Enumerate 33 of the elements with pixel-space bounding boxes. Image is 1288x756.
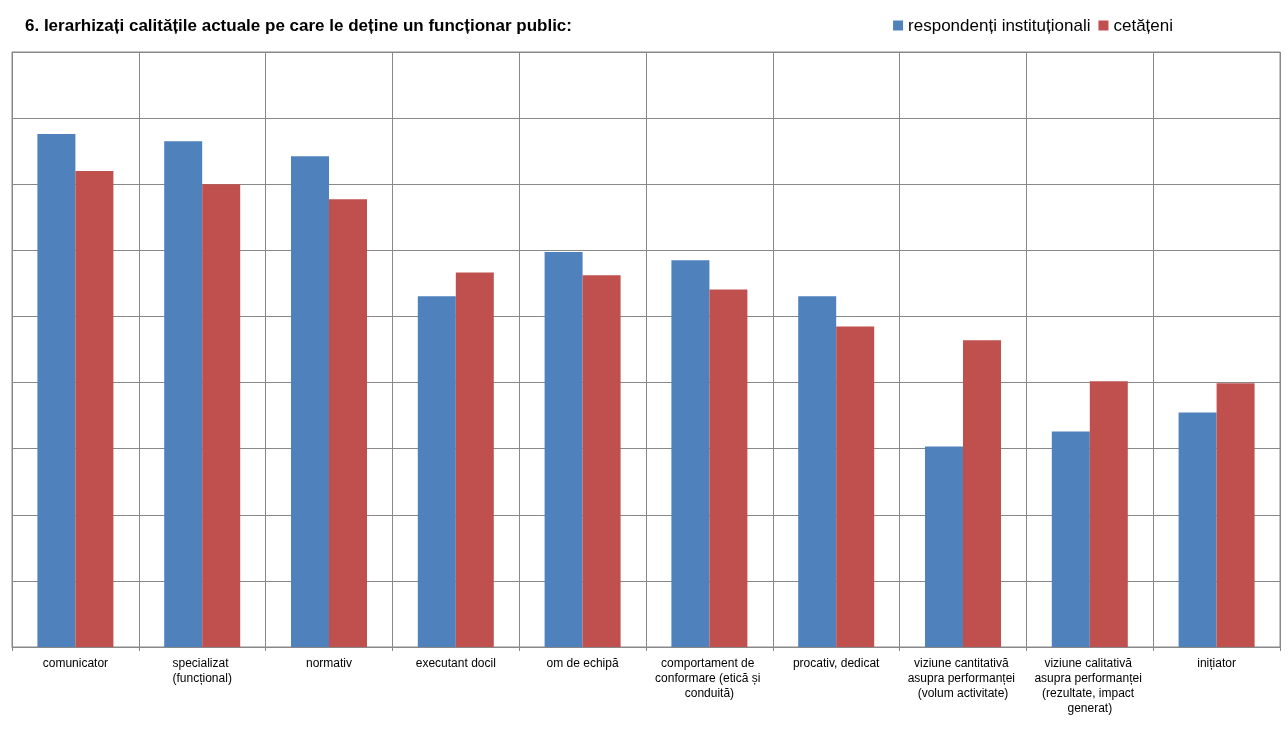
x-tick-label: om de echipă	[546, 655, 619, 670]
bar	[37, 134, 76, 647]
x-tick-label: inițiator	[1197, 655, 1236, 670]
bar	[1178, 412, 1217, 647]
x-tick-label: procativ, dedicat	[792, 655, 881, 670]
bar	[544, 252, 583, 647]
x-tick-label: normativ	[305, 655, 353, 670]
x-tick-label: specializat (funcțional)	[172, 655, 232, 685]
bar	[202, 184, 241, 647]
bar	[671, 260, 710, 647]
bar	[798, 296, 837, 647]
bar	[417, 296, 456, 647]
bar	[75, 171, 114, 647]
legend-label: cetățeni	[1113, 16, 1174, 35]
bar	[164, 141, 203, 647]
x-tick-label: viziune calitativă asupra performanței (rezultate, impact generat)	[1034, 655, 1146, 715]
bar	[455, 272, 494, 647]
bar	[291, 156, 329, 647]
bar	[582, 275, 621, 647]
bar	[1216, 383, 1255, 647]
bar	[1051, 431, 1090, 647]
x-tick-label: comportament de conformare (etică și conduită)	[655, 655, 764, 700]
x-tick-label: comunicator	[42, 655, 109, 670]
chart-title: 6. Ierarhizați calitățile actuale pe care le deține un funcționar public:	[25, 16, 572, 35]
legend-label: respondenți instituționali	[908, 16, 1091, 35]
bar	[709, 289, 748, 647]
bar	[963, 340, 1001, 647]
bar	[836, 326, 875, 647]
bar	[925, 446, 963, 647]
x-tick-label: viziune cantitativă asupra performanței (volum activitate)	[907, 655, 1019, 700]
bar	[329, 199, 367, 647]
x-tick-label: executant docil	[415, 655, 496, 670]
bar	[1089, 381, 1128, 647]
